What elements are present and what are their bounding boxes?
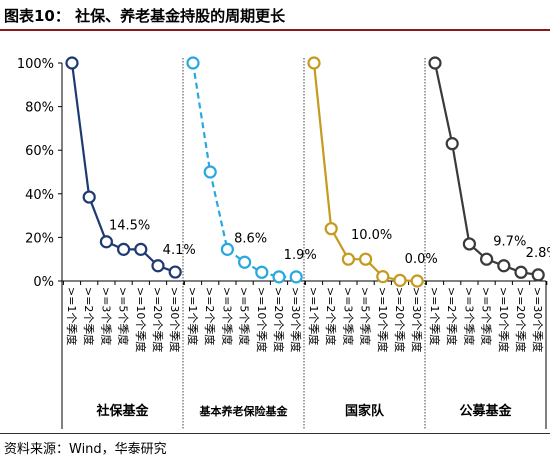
x-tick-label: >=10个季度 bbox=[376, 287, 390, 352]
data-point bbox=[497, 259, 511, 273]
group-label: 社保基金 bbox=[95, 403, 149, 419]
x-tick-label: >=30个季度 bbox=[289, 287, 303, 352]
data-label: 4.1% bbox=[163, 243, 196, 258]
data-point bbox=[151, 259, 165, 273]
x-tick-label: >=1个季度 bbox=[65, 287, 79, 345]
data-point bbox=[220, 242, 234, 256]
figure-header: 图表10： 社保、养老基金持股的周期更长 bbox=[0, 0, 550, 31]
x-tick-label: >=30个季度 bbox=[410, 287, 424, 352]
data-point bbox=[82, 190, 96, 204]
x-tick-label: >=1个季度 bbox=[186, 287, 200, 345]
data-point bbox=[116, 242, 131, 256]
x-tick-label: >=3个季度 bbox=[99, 287, 113, 345]
data-point bbox=[99, 235, 114, 249]
data-point bbox=[324, 222, 338, 236]
data-point bbox=[186, 56, 200, 70]
x-tick-label: >=3个季度 bbox=[462, 287, 476, 345]
data-point bbox=[410, 274, 424, 288]
x-tick-label: >=5个季度 bbox=[238, 287, 252, 345]
series-3: 10.0% 0.0% >=1个季度 >=2个季度 >=3个季度 >=5个季度 >=10个季度… bbox=[304, 56, 438, 419]
data-point bbox=[307, 56, 321, 70]
x-tick-label: >=5个季度 bbox=[359, 287, 373, 345]
data-point bbox=[65, 56, 79, 70]
data-label: 14.5% bbox=[109, 218, 150, 233]
data-point bbox=[289, 270, 303, 284]
data-label: 9.7% bbox=[493, 235, 526, 250]
data-point bbox=[255, 265, 269, 279]
x-tick-label: >=1个季度 bbox=[307, 287, 321, 345]
x-tick-label: >=3个季度 bbox=[341, 287, 355, 345]
x-tick-label: >=20个季度 bbox=[272, 287, 286, 352]
x-tick-label: >=5个季度 bbox=[480, 287, 494, 345]
data-label: 8.6% bbox=[234, 231, 267, 246]
data-point bbox=[359, 252, 373, 266]
data-label: 1.9% bbox=[284, 248, 317, 263]
data-point bbox=[168, 265, 182, 279]
x-tick-label: >=10个季度 bbox=[497, 287, 511, 352]
group-label: 公募基金 bbox=[459, 403, 512, 419]
x-tick-label: >=30个季度 bbox=[168, 287, 182, 352]
data-point bbox=[445, 137, 459, 151]
series-line bbox=[312, 62, 418, 283]
group-label: 基本养老保险基金 bbox=[199, 404, 289, 418]
y-tick-label: 60% bbox=[25, 144, 54, 159]
group-label: 国家队 bbox=[345, 403, 385, 419]
data-point bbox=[272, 270, 286, 284]
x-tick-label: >=20个季度 bbox=[514, 287, 528, 352]
x-tick-label: >=10个季度 bbox=[134, 287, 148, 352]
source-note: 资料来源：Wind，华泰研究 bbox=[4, 442, 167, 457]
x-tick-label: >=1个季度 bbox=[428, 287, 442, 345]
x-tick-label: >=3个季度 bbox=[220, 287, 234, 345]
data-label: 2.8% bbox=[526, 246, 550, 261]
x-tick-label: >=30个季度 bbox=[531, 287, 545, 352]
data-point bbox=[341, 252, 355, 266]
x-tick-label: >=20个季度 bbox=[393, 287, 407, 352]
y-tick-label: 100% bbox=[17, 57, 54, 72]
data-point bbox=[428, 56, 442, 70]
data-point bbox=[480, 252, 494, 266]
x-tick-label: >=10个季度 bbox=[255, 287, 269, 352]
y-tick-label: 20% bbox=[25, 231, 54, 246]
data-point bbox=[238, 255, 252, 269]
y-tick-label: 40% bbox=[25, 188, 54, 203]
data-point bbox=[376, 270, 390, 284]
series-2: 8.6%1.9%>=1个季度 >=2个季度 >=3个季度 >=5个季度 >=10个季度 >… bbox=[183, 56, 317, 418]
data-point bbox=[203, 165, 217, 179]
y-tick-label: 0% bbox=[33, 275, 54, 290]
series-4: 9.7%2.8%>=1个季度>=2个季度>=3个季度>=5个季度>=10个季度>… bbox=[425, 56, 550, 419]
data-label: 0.0% bbox=[405, 252, 438, 267]
series-1: 14.5% 4.1% >=1个季度 >=2个季度 >=3个季度 >=5个季度 >=10个季度… bbox=[62, 56, 196, 419]
data-point bbox=[393, 273, 407, 287]
x-tick-label: >=2个季度 bbox=[203, 287, 217, 345]
figure-title: 图表10： 社保、养老基金持股的周期更长 bbox=[4, 7, 286, 25]
x-tick-label: >=5个季度 bbox=[117, 287, 131, 345]
series-line bbox=[70, 62, 176, 274]
data-point bbox=[462, 237, 476, 251]
x-tick-label: >=2个季度 bbox=[82, 287, 96, 345]
data-point bbox=[514, 265, 528, 279]
data-point bbox=[134, 242, 148, 256]
data-point bbox=[531, 268, 545, 282]
x-tick-label: >=2个季度 bbox=[324, 287, 338, 345]
x-tick-label: >=2个季度 bbox=[445, 287, 459, 345]
title-divider bbox=[0, 29, 550, 31]
source-divider bbox=[0, 433, 550, 434]
x-tick-label: >=20个季度 bbox=[151, 287, 165, 352]
y-tick-label: 80% bbox=[25, 101, 54, 116]
holding-period-line-chart: 100%80%60%40%20%0%14.5%4.1%>=1个季度 >=2个季度 >… bbox=[17, 56, 550, 429]
data-label: 10.0% bbox=[351, 228, 392, 243]
